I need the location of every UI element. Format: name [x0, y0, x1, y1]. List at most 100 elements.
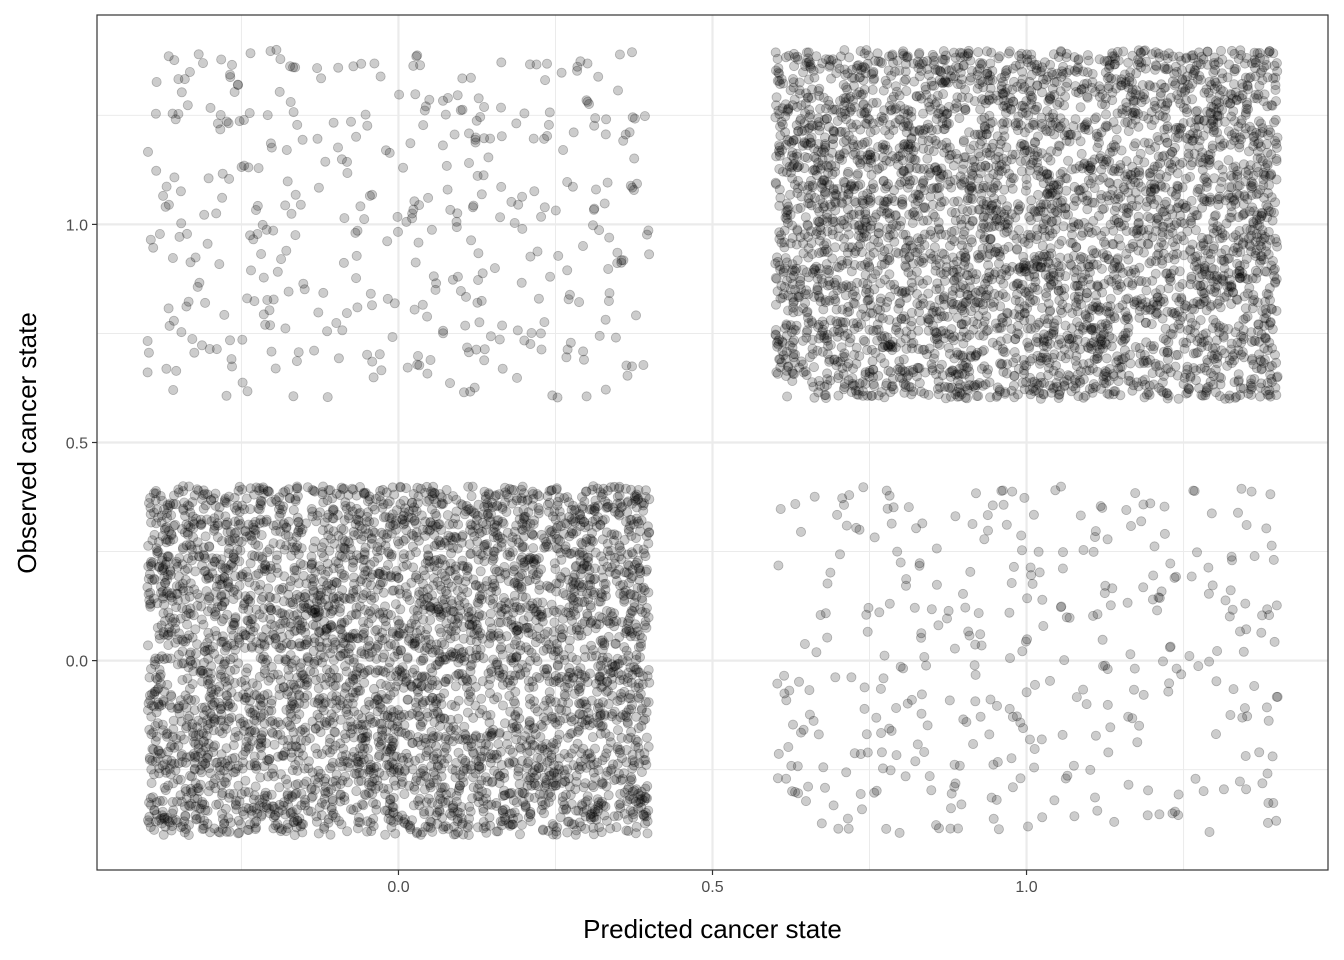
- data-point: [291, 822, 302, 833]
- data-point: [1268, 554, 1279, 565]
- data-point: [1134, 720, 1145, 731]
- data-point: [497, 791, 508, 802]
- data-point: [368, 821, 379, 832]
- data-point: [173, 74, 184, 85]
- data-point: [149, 574, 160, 585]
- data-point: [399, 789, 410, 800]
- data-point: [614, 632, 625, 643]
- data-point: [173, 649, 184, 660]
- data-point: [579, 560, 590, 571]
- data-point: [598, 556, 609, 567]
- data-point: [772, 773, 783, 784]
- data-point: [422, 711, 433, 722]
- data-point: [613, 483, 624, 494]
- data-point: [946, 803, 957, 814]
- data-point: [269, 771, 280, 782]
- data-point: [166, 691, 177, 702]
- data-point: [288, 391, 299, 402]
- data-point: [1262, 768, 1273, 779]
- data-point: [378, 570, 389, 581]
- data-point: [517, 191, 528, 202]
- data-point: [405, 138, 416, 149]
- data-point: [496, 181, 507, 192]
- data-point: [367, 788, 378, 799]
- data-point: [188, 532, 199, 543]
- data-point: [1005, 653, 1016, 664]
- data-point: [410, 257, 421, 268]
- data-point: [282, 789, 293, 800]
- data-point: [477, 676, 488, 687]
- data-point: [605, 823, 616, 834]
- data-point: [562, 827, 573, 838]
- data-point: [544, 693, 555, 704]
- data-point: [1132, 737, 1143, 748]
- data-point: [1123, 779, 1134, 790]
- data-point: [461, 565, 472, 576]
- data-point: [427, 733, 438, 744]
- data-point: [299, 698, 310, 709]
- data-point: [1016, 530, 1027, 541]
- data-point: [496, 57, 507, 68]
- data-point: [344, 593, 355, 604]
- data-point: [161, 574, 172, 585]
- data-point: [190, 648, 201, 659]
- data-point: [1218, 784, 1229, 795]
- data-point: [517, 223, 528, 234]
- data-point: [432, 807, 443, 818]
- data-point: [145, 492, 156, 503]
- data-point: [385, 519, 396, 530]
- data-point: [631, 711, 642, 722]
- data-point: [445, 633, 456, 644]
- data-point: [256, 631, 267, 642]
- data-point: [958, 588, 969, 599]
- data-point: [368, 517, 379, 528]
- data-point: [223, 716, 234, 727]
- data-point: [202, 675, 213, 686]
- data-point: [401, 676, 412, 687]
- data-point: [796, 526, 807, 537]
- data-point: [217, 631, 228, 642]
- data-point: [450, 725, 461, 736]
- data-point: [566, 799, 577, 810]
- data-point: [229, 732, 240, 743]
- data-point: [509, 217, 520, 228]
- data-point: [394, 628, 405, 639]
- data-point: [537, 741, 548, 752]
- data-point: [563, 752, 574, 763]
- data-point: [266, 727, 277, 738]
- data-point: [180, 824, 191, 835]
- data-point: [347, 687, 358, 698]
- data-point: [173, 484, 184, 495]
- data-point: [589, 120, 600, 131]
- data-point: [516, 581, 527, 592]
- data-point: [192, 281, 203, 292]
- data-point: [248, 794, 259, 805]
- data-point: [364, 711, 375, 722]
- data-point: [804, 685, 815, 696]
- data-point: [502, 616, 513, 627]
- data-point: [245, 48, 256, 59]
- data-point: [281, 144, 292, 155]
- data-point: [391, 505, 402, 516]
- data-point: [1036, 734, 1047, 745]
- data-point: [591, 619, 602, 630]
- data-point: [536, 804, 547, 815]
- data-point: [604, 232, 615, 243]
- data-point: [859, 682, 870, 693]
- data-point: [596, 682, 607, 693]
- data-point: [526, 647, 537, 658]
- data-point: [309, 607, 320, 618]
- data-point: [182, 100, 193, 111]
- data-point: [481, 525, 492, 536]
- data-point: [176, 87, 187, 98]
- data-point: [145, 793, 156, 804]
- data-point: [387, 802, 398, 813]
- data-point: [466, 235, 477, 246]
- data-point: [190, 252, 201, 263]
- data-point: [517, 518, 528, 529]
- data-point: [493, 665, 504, 676]
- data-point: [194, 592, 205, 603]
- data-point: [236, 161, 247, 172]
- data-point: [506, 196, 517, 207]
- data-point: [630, 664, 641, 675]
